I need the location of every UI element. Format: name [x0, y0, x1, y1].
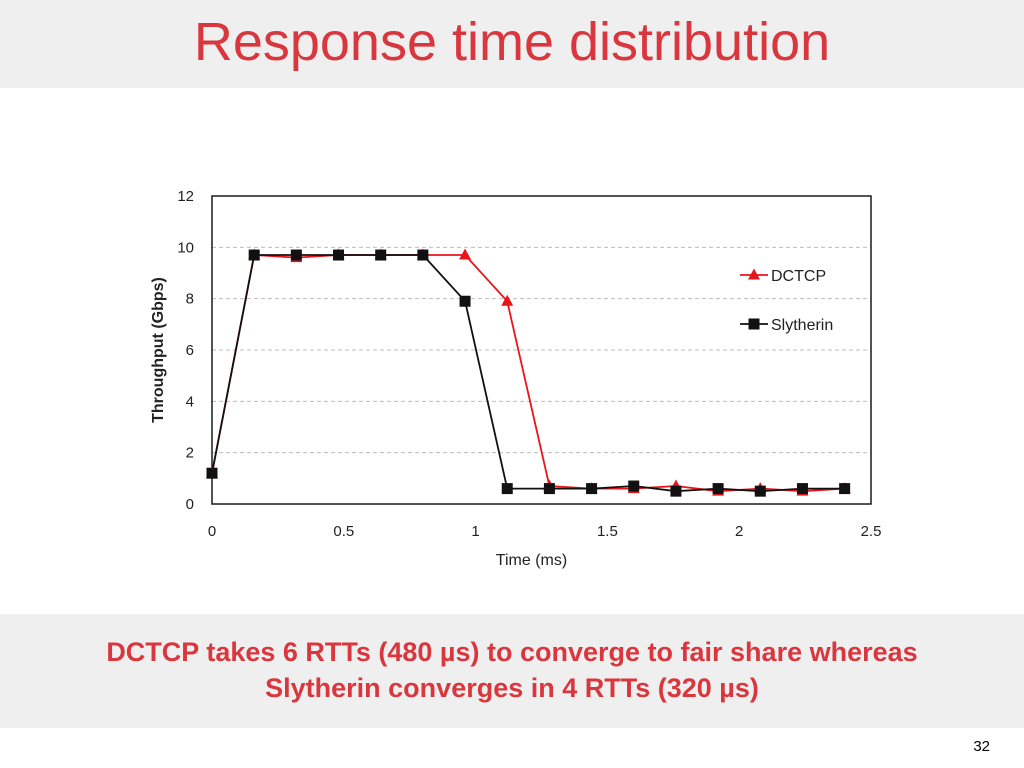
- throughput-chart: 0 2 4 6 8 10 12 0 0.5 1 1.5 2 2.5 Time (ms) Throughput…: [150, 188, 882, 569]
- caption-line-2: Slytherin converges in 4 RTTs (320 µs): [265, 673, 759, 703]
- data-point-slytherin: [586, 483, 598, 495]
- data-point-slytherin: [333, 249, 345, 261]
- y-tick-label: 2: [186, 445, 194, 462]
- series-line-dctcp: [211, 254, 845, 493]
- data-point-slytherin: [754, 485, 766, 497]
- data-point-slytherin: [290, 249, 302, 261]
- y-tick-label: 10: [177, 239, 194, 256]
- caption-line-1: DCTCP takes 6 RTTs (480 µs) to converge …: [106, 637, 918, 667]
- chart-container: 0 2 4 6 8 10 12 0 0.5 1 1.5 2 2.5 Time (ms) Throughput…: [140, 180, 900, 580]
- data-point-dctcp: [501, 294, 514, 306]
- data-point-slytherin: [543, 483, 555, 495]
- y-tick-label: 12: [177, 188, 194, 205]
- title-band: [0, 0, 1024, 88]
- page-number: 32: [973, 738, 990, 755]
- x-tick-label: 2: [735, 523, 743, 540]
- legend-label-slytherin: Slytherin: [771, 317, 833, 334]
- data-point-slytherin: [712, 483, 724, 495]
- series-line-slytherin: [211, 254, 845, 493]
- data-point-slytherin: [248, 249, 260, 261]
- legend-marker-dctcp: [748, 268, 760, 280]
- y-tick-label: 6: [186, 342, 194, 359]
- data-point-slytherin: [628, 480, 640, 492]
- y-axis-title: Throughput (Gbps): [150, 277, 167, 423]
- y-tick-label: 0: [186, 496, 194, 513]
- legend-marker-slytherin: [748, 318, 760, 330]
- legend-label-dctcp: DCTCP: [771, 268, 826, 285]
- data-point-slytherin: [670, 485, 682, 497]
- data-point-slytherin: [796, 483, 808, 495]
- x-tick-label: 0.5: [333, 523, 354, 540]
- data-point-slytherin: [459, 295, 471, 307]
- data-point-slytherin: [839, 483, 851, 495]
- x-tick-label: 1: [471, 523, 479, 540]
- caption-band: [0, 614, 1024, 728]
- x-tick-label: 0: [208, 523, 216, 540]
- caption: DCTCP takes 6 RTTs (480 µs) to converge …: [40, 634, 984, 706]
- x-axis-title: Time (ms): [496, 552, 567, 569]
- data-point-dctcp: [459, 248, 472, 260]
- slide-title: Response time distribution: [193, 12, 831, 72]
- data-point-slytherin: [206, 467, 218, 479]
- data-point-slytherin: [375, 249, 387, 261]
- data-point-slytherin: [417, 249, 429, 261]
- x-tick-label: 2.5: [861, 523, 882, 540]
- x-tick-label: 1.5: [597, 523, 618, 540]
- data-point-slytherin: [501, 483, 513, 495]
- plot-frame: [211, 195, 872, 505]
- y-tick-label: 4: [186, 393, 194, 410]
- y-tick-label: 8: [186, 291, 194, 308]
